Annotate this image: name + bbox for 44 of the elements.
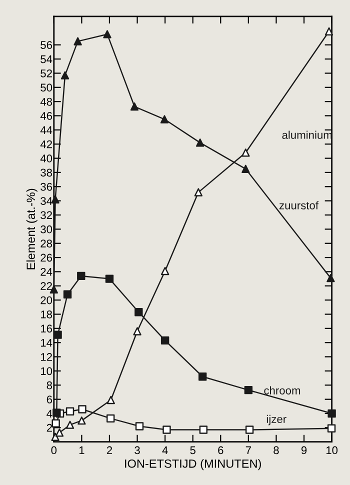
y-tick-label: 12 — [41, 353, 52, 361]
x-tick-label: 8 — [274, 446, 279, 454]
y-tick-label: 38 — [40, 168, 52, 177]
y-tick-label: 8 — [46, 381, 52, 390]
x-tick-label: 2 — [106, 446, 112, 454]
x-tick-label: 5 — [190, 446, 196, 454]
y-tick-label: 28 — [40, 240, 52, 248]
y-tick-label: 44 — [40, 126, 52, 134]
y-tick-label: 34 — [40, 197, 52, 205]
y-tick-label: 54 — [40, 55, 52, 64]
y-tick-label: 4 — [46, 410, 52, 418]
y-tick-label: 56 — [40, 41, 52, 49]
y-tick-label: 18 — [41, 310, 52, 318]
series-label: ijzer — [266, 414, 286, 426]
x-tick-label: 6 — [218, 446, 224, 454]
y-tick-label: 30 — [40, 225, 52, 234]
x-tick-label: 10 — [326, 446, 338, 454]
y-tick-label: 20 — [40, 296, 52, 304]
y-tick-label: 50 — [40, 84, 52, 92]
series-label: chroom — [264, 386, 300, 394]
y-tick-label: 48 — [40, 98, 52, 106]
y-tick-label: 24 — [40, 268, 52, 276]
y-tick-label: 2 — [46, 424, 52, 432]
y-axis-title: Element (at.-%) — [26, 188, 38, 270]
y-tick-label: 36 — [40, 182, 52, 191]
y-tick-label: 40 — [40, 154, 52, 162]
y-tick-label: 32 — [40, 211, 52, 220]
series-label: zuurstof — [279, 201, 319, 210]
y-tick-label: 52 — [40, 69, 52, 78]
y-tick-label: 22 — [40, 282, 52, 290]
x-tick-label: 1 — [79, 446, 84, 454]
x-tick-label: 9 — [301, 446, 307, 454]
x-tick-label: 4 — [162, 446, 168, 454]
y-tick-label: 16 — [41, 324, 52, 333]
y-tick-label: 10 — [41, 367, 52, 376]
y-tick-label: 6 — [46, 396, 52, 404]
y-tick-label: 46 — [40, 112, 52, 120]
y-tick-label: 14 — [41, 338, 52, 347]
x-tick-label: 0 — [51, 446, 57, 454]
x-tick-label: 7 — [246, 446, 251, 454]
x-axis-title: ION-ETSTIJD (MINUTEN) — [125, 459, 261, 470]
y-tick-label: 42 — [40, 140, 52, 148]
y-tick-label: 26 — [40, 254, 52, 262]
x-tick-label: 3 — [134, 446, 140, 454]
